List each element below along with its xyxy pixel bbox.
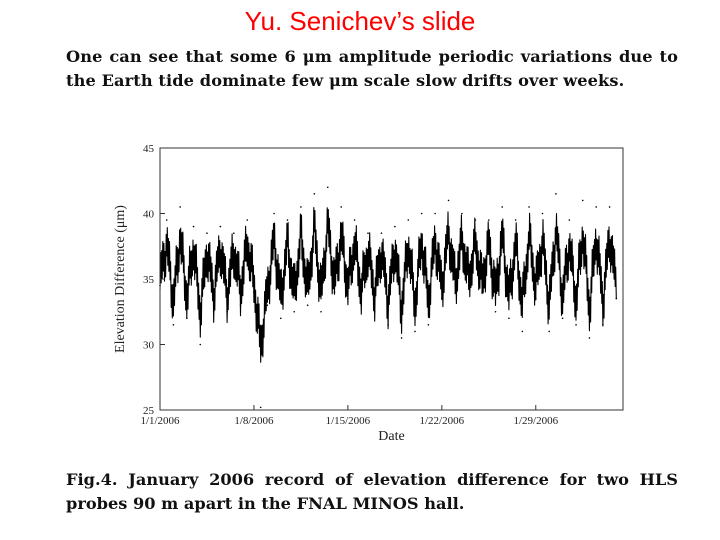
data-point: [239, 304, 242, 307]
data-point: [414, 330, 416, 333]
data-point: [595, 206, 597, 208]
data-point: [326, 186, 329, 189]
series-line: [159, 206, 617, 363]
data-point: [266, 304, 269, 307]
data-point: [233, 232, 235, 234]
data-point: [380, 232, 383, 234]
data-point: [568, 219, 571, 221]
data-point: [347, 297, 349, 300]
data-point: [581, 199, 584, 202]
data-point: [206, 232, 208, 234]
data-point: [192, 225, 195, 228]
y-axis-label: Elevation Difference (μm): [113, 205, 128, 353]
y-tick-label: 45: [143, 143, 155, 155]
data-point: [306, 304, 309, 307]
data-point: [555, 193, 557, 195]
data-point: [447, 199, 450, 202]
data-point: [387, 324, 389, 326]
data-point: [514, 219, 517, 221]
data-point: [293, 310, 296, 313]
data-point: [467, 284, 470, 287]
data-point: [212, 310, 215, 313]
data-point: [273, 212, 275, 215]
data-point: [501, 206, 504, 208]
data-point: [400, 337, 403, 339]
data-point: [608, 206, 611, 208]
data-point: [407, 219, 410, 221]
x-tick-label: 1/15/2006: [326, 415, 371, 427]
data-point: [420, 212, 423, 215]
data-point: [353, 219, 356, 221]
data-point: [534, 297, 537, 300]
x-tick-label: 1/22/2006: [420, 415, 465, 427]
data-point: [394, 225, 396, 228]
y-tick-label: 35: [143, 274, 155, 286]
data-point: [602, 324, 604, 326]
data-point: [615, 297, 618, 300]
data-point: [313, 193, 316, 195]
data-point: [320, 310, 322, 313]
intro-paragraph: One can see that some 6 μm amplitude per…: [66, 47, 678, 90]
data-point: [186, 317, 188, 320]
data-point: [300, 206, 302, 208]
data-point: [340, 206, 342, 208]
x-tick-label: 1/29/2006: [513, 415, 558, 427]
data-point: [521, 330, 524, 333]
data-point: [172, 324, 175, 326]
figure-caption: Fig.4. January 2006 record of elevation …: [66, 470, 678, 513]
data-point: [286, 219, 289, 221]
data-point: [441, 297, 443, 300]
data-point: [253, 291, 255, 293]
data-point: [528, 206, 530, 208]
slide-title: Yu. Senichev’s slide: [244, 6, 476, 36]
data-point: [474, 219, 477, 221]
data-point: [199, 343, 202, 346]
data-point: [360, 304, 363, 307]
data-point: [434, 212, 436, 215]
data-point: [561, 317, 564, 320]
y-tick-label: 30: [143, 340, 155, 352]
data-point: [367, 232, 369, 234]
data-point: [226, 310, 228, 313]
data-point: [279, 317, 282, 320]
data-point: [246, 219, 249, 221]
data-point: [461, 212, 463, 215]
data-point: [575, 324, 577, 326]
data-point: [588, 337, 591, 339]
x-tick-label: 1/1/2006: [140, 415, 180, 427]
data-point: [179, 206, 181, 208]
data-point: [541, 212, 544, 215]
data-point: [219, 225, 222, 228]
data-point: [481, 291, 483, 293]
data-point: [165, 219, 168, 221]
data-point: [333, 291, 336, 293]
x-tick-label: 1/8/2006: [234, 415, 274, 427]
data-point: [548, 330, 550, 333]
y-tick-label: 25: [143, 405, 155, 417]
y-tick-label: 40: [143, 209, 155, 221]
data-point: [259, 406, 262, 409]
data-point: [427, 324, 430, 326]
data-point: [508, 317, 510, 320]
data-point: [454, 291, 457, 293]
data-point: [373, 310, 376, 313]
data-point: [487, 219, 490, 221]
data-point: [494, 310, 497, 313]
x-axis-label: Date: [378, 429, 404, 444]
